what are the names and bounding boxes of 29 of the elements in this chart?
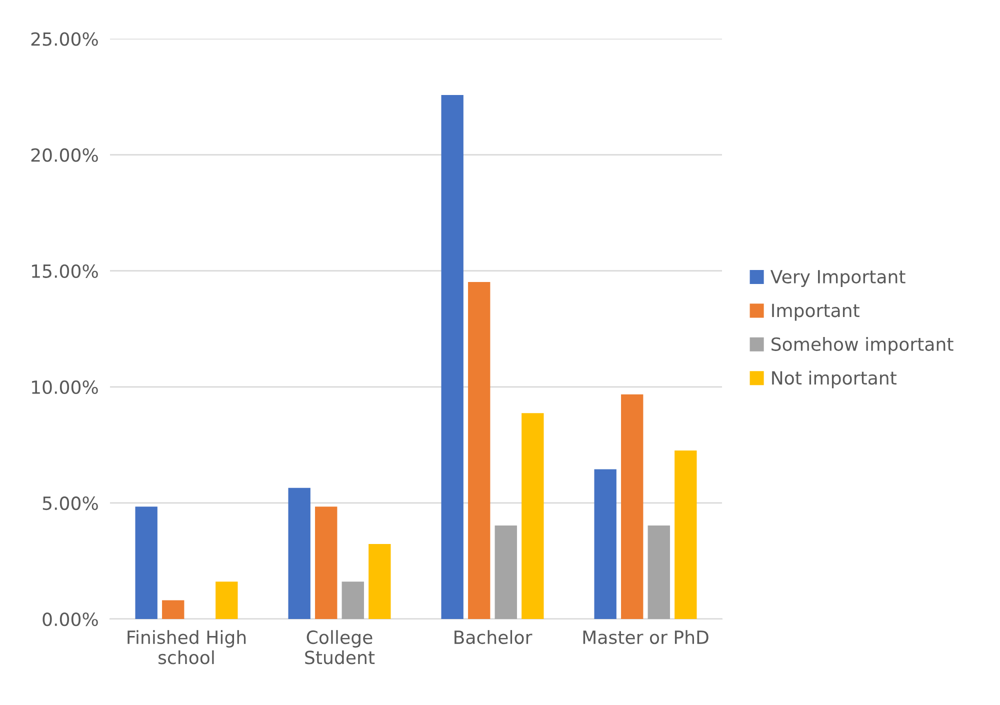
legend-label: Very Important bbox=[770, 270, 906, 288]
bar bbox=[594, 469, 616, 619]
bar bbox=[135, 506, 158, 619]
bar bbox=[368, 544, 391, 619]
bar bbox=[441, 94, 464, 619]
bar bbox=[216, 582, 238, 619]
bar bbox=[342, 582, 364, 619]
legend-label: Somehow important bbox=[772, 337, 954, 354]
bar bbox=[621, 394, 644, 619]
legend-label: Not important bbox=[772, 370, 896, 388]
y-tick-label: 15.00% bbox=[32, 264, 98, 278]
y-tick-label: 25.00% bbox=[31, 32, 98, 46]
y-tick-label: 5.00% bbox=[42, 496, 98, 510]
bar bbox=[494, 525, 517, 619]
x-tick-label: Bachelor bbox=[454, 630, 532, 644]
y-tick-label: 0.00% bbox=[42, 612, 98, 626]
x-tick-label: Finished High school bbox=[128, 630, 246, 664]
bar bbox=[315, 506, 338, 619]
bar bbox=[674, 450, 697, 619]
y-tick-label: 20.00% bbox=[31, 148, 98, 162]
bar bbox=[468, 282, 490, 619]
legend-label: Important bbox=[772, 304, 860, 321]
x-tick-label: College Student bbox=[305, 630, 375, 664]
y-tick-label: 10.00% bbox=[32, 380, 98, 394]
x-tick-label: Master or PhD bbox=[583, 630, 708, 644]
bar bbox=[648, 525, 670, 619]
bar bbox=[522, 413, 544, 619]
bar bbox=[288, 488, 310, 619]
bar bbox=[162, 600, 184, 619]
